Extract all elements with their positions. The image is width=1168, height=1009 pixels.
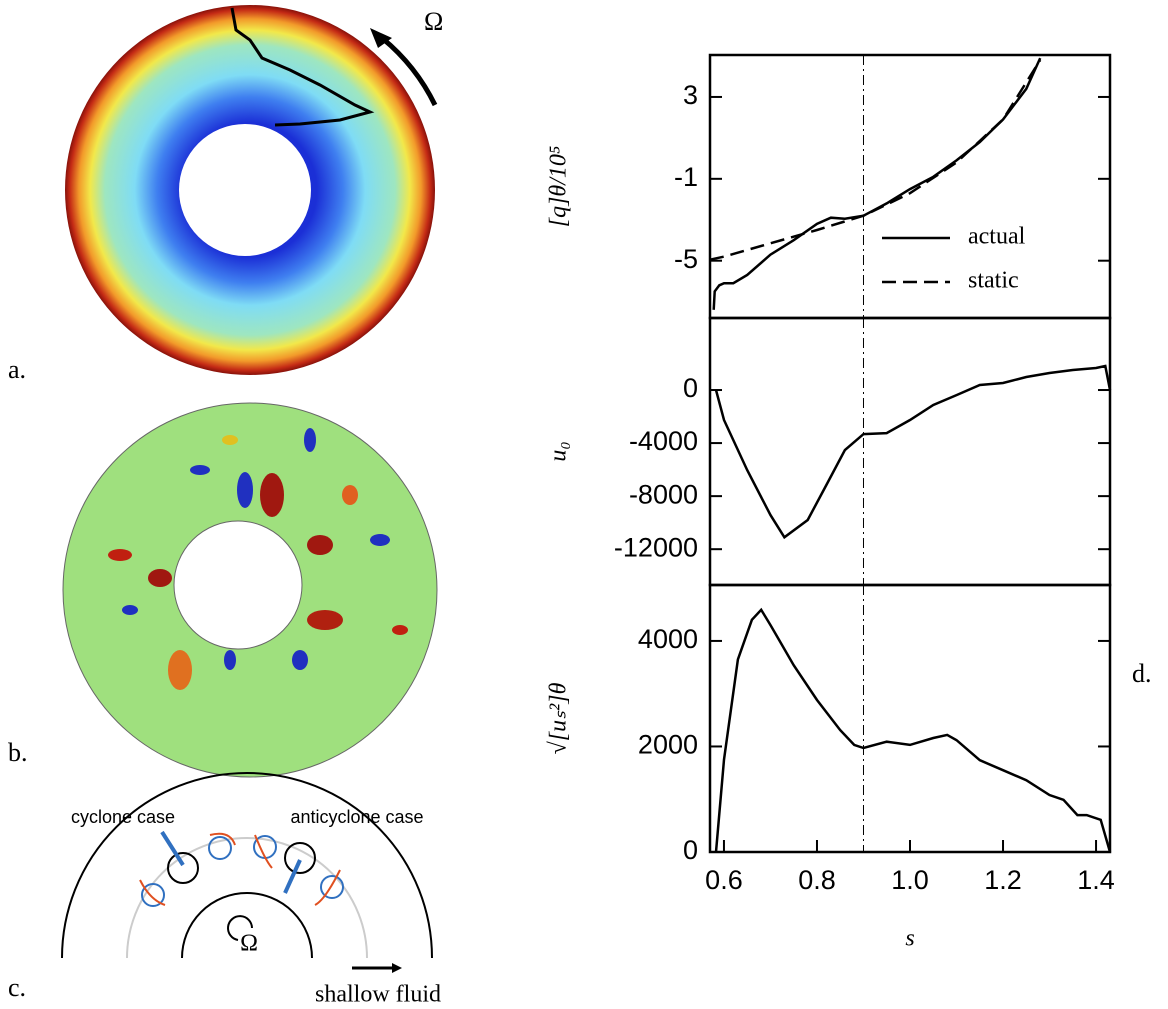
panel-label: d.: [1132, 659, 1152, 688]
x-tick-label: 0.6: [705, 865, 743, 895]
panel-label: c.: [8, 973, 26, 1002]
y-tick-label: -1: [674, 162, 698, 192]
panel-a: Ω a.: [8, 5, 443, 384]
panel-label: b.: [8, 738, 28, 767]
inner-arc: [181, 892, 313, 959]
legend-label: static: [968, 268, 1019, 294]
x-tick-label: 1.2: [984, 865, 1022, 895]
y-tick-label: -5: [674, 244, 698, 274]
y-tick-label: -4000: [629, 426, 698, 456]
y-tick-label: 3: [683, 80, 698, 110]
data-line: [714, 364, 1112, 540]
data-line: [714, 607, 1112, 853]
omega: Ω: [424, 7, 443, 36]
rotation-arrow: [380, 36, 438, 107]
y-tick-label: 0: [683, 373, 698, 403]
anticyclone-label: anticyclone case: [290, 807, 423, 827]
y-axis-label: [q]θ/10⁵: [546, 146, 572, 227]
x-tick-label: 1.0: [891, 865, 929, 895]
y-axis-label: u₀: [546, 441, 572, 461]
y-tick-label: 4000: [638, 624, 698, 654]
mid-arc: [126, 837, 368, 959]
legend-label: actual: [968, 224, 1026, 250]
x-tick-label: 1.4: [1077, 865, 1115, 895]
data-line: [709, 59, 1042, 261]
y-tick-label: 2000: [638, 730, 698, 760]
data-line: [712, 57, 1042, 310]
x-tick-label: 0.8: [798, 865, 836, 895]
omega: Ω: [240, 931, 258, 957]
plot-frame: [708, 53, 1112, 320]
y-tick-label: -12000: [614, 532, 698, 562]
panel-c: cyclone case anticyclone case Ω shallow …: [8, 772, 441, 1008]
y-tick-label: -8000: [629, 479, 698, 509]
annulus-hole: [173, 520, 303, 650]
cyclone-label: cyclone case: [71, 807, 175, 827]
panel-label: a.: [8, 355, 26, 384]
vortices: [108, 428, 408, 690]
arrow-head: [370, 28, 392, 48]
y-tick-label: 0: [683, 835, 698, 865]
profile-line: [230, 7, 375, 127]
panel-b: b.: [8, 402, 438, 778]
plot-frame: [708, 316, 1112, 587]
y-axis-label: √[uₛ²]θ: [546, 682, 572, 754]
annulus-hole: [179, 124, 311, 256]
shallow-label: shallow fluid: [315, 982, 441, 1008]
x-axis-label: s: [905, 926, 914, 952]
outer-arc: [61, 772, 433, 959]
